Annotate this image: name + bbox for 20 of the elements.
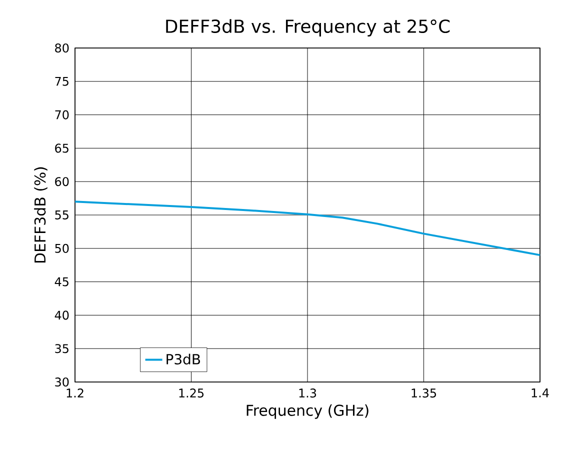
- x-tick-label: 1.2: [66, 388, 84, 398]
- y-tick-label: 35: [55, 344, 68, 354]
- y-axis-title: DEFF3dB (%): [34, 167, 48, 263]
- x-tick-label: 1.35: [412, 388, 436, 398]
- x-axis-title: Frequency (GHz): [246, 404, 368, 419]
- y-tick-label: 75: [55, 76, 68, 86]
- y-tick-label: 30: [55, 377, 69, 387]
- legend-label: P3dB: [166, 354, 200, 365]
- x-tick-label: 1.25: [179, 388, 204, 398]
- x-tick-label: 1.4: [532, 388, 549, 398]
- x-tick-label: 1.3: [299, 388, 316, 398]
- y-tick-label: 45: [54, 277, 68, 286]
- chart-title: DEFF3dB vs. Frequency at 25°C: [166, 19, 450, 37]
- y-tick-label: 50: [55, 244, 69, 253]
- y-tick-label: 40: [54, 310, 69, 320]
- y-tick-label: 60: [55, 177, 69, 186]
- y-tick-label: 55: [55, 210, 68, 220]
- y-tick-label: 65: [55, 144, 68, 153]
- y-tick-label: 70: [55, 110, 69, 120]
- y-tick-label: 80: [55, 43, 69, 53]
